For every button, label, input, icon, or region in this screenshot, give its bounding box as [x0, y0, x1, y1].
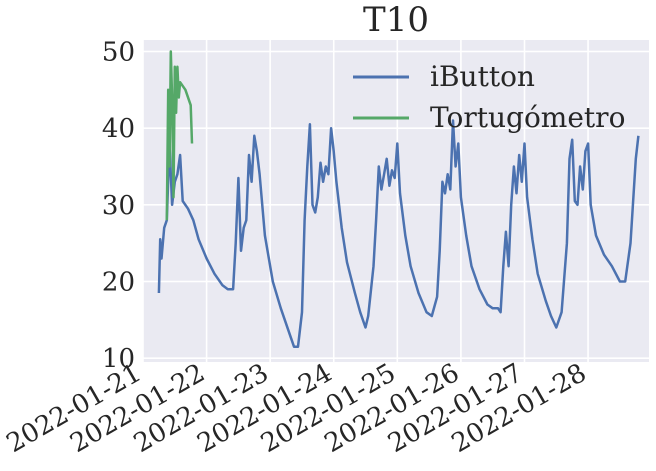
y-tick-label: 20: [102, 268, 135, 298]
y-tick-label: 40: [102, 114, 135, 144]
y-tick-label: 50: [102, 38, 135, 68]
x-tick-labels: 2022-01-212022-01-222022-01-232022-01-24…: [2, 358, 592, 459]
plot-background: [143, 40, 649, 362]
legend-label: Tortugómetro: [430, 101, 625, 134]
legend-label: iButton: [430, 60, 535, 93]
chart-title: T10: [363, 0, 429, 40]
y-tick-label: 30: [102, 191, 135, 221]
